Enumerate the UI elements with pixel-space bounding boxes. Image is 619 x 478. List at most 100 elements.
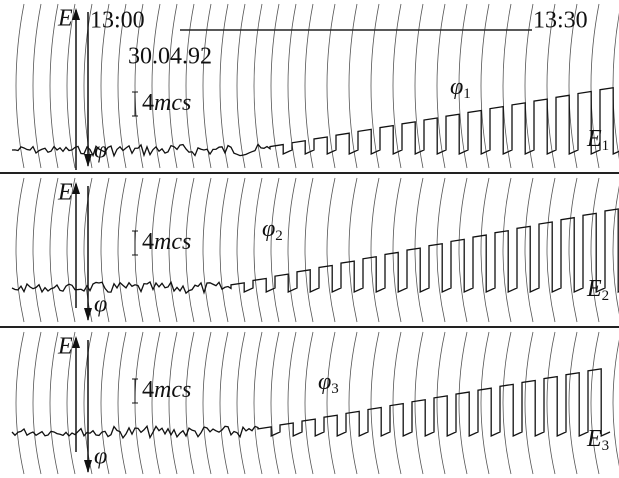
phi-axis-label: φ: [94, 138, 107, 164]
scale-unit: mcs: [154, 229, 191, 255]
grid-arc: [590, 177, 600, 323]
grid-arc: [458, 331, 468, 475]
signal-trace: [11, 368, 611, 440]
signal-symbol: E: [586, 426, 602, 452]
trace-symbol: φ: [450, 74, 463, 100]
grid-arc: [348, 331, 358, 475]
trace-label: φ2: [262, 216, 283, 245]
e-arrow: [72, 336, 80, 348]
grid-arc: [568, 331, 578, 475]
grid-arc: [502, 331, 512, 475]
grid-arc: [436, 331, 446, 475]
grid-arc: [168, 3, 178, 169]
signal-subscript: 3: [602, 438, 610, 454]
grid-arc: [524, 331, 534, 475]
grid-arc: [117, 3, 127, 169]
grid-arc: [32, 177, 42, 323]
trace-symbol: φ: [318, 369, 331, 395]
grid-arc: [151, 331, 161, 475]
signal-subscript: 1: [602, 138, 610, 154]
grid-arc: [49, 177, 59, 323]
grid-arc: [546, 177, 556, 323]
grid-arc: [568, 177, 578, 323]
grid-arc: [612, 12, 619, 160]
signal-trace: [11, 86, 619, 158]
grid-arc: [100, 331, 110, 475]
grid-arc: [270, 331, 280, 475]
grid-arc: [326, 3, 336, 169]
grid-arc: [270, 3, 280, 169]
date: 30.04.92: [128, 44, 212, 70]
grid-arc: [117, 331, 127, 475]
grid-arc: [348, 3, 358, 169]
scale-bar: [132, 378, 138, 404]
time-end: 13:30: [533, 8, 588, 34]
phi-axis-label: φ: [94, 292, 107, 318]
trace-subscript: 3: [331, 381, 339, 397]
grid-arc: [219, 177, 229, 323]
grid-arc: [66, 3, 76, 169]
grid-arc: [236, 331, 246, 475]
signal-symbol: E: [586, 276, 602, 302]
trace-subscript: 2: [275, 228, 283, 244]
signal-label: E2: [586, 276, 609, 305]
phi-arrow: [84, 308, 92, 321]
grid-arc: [612, 185, 619, 315]
grid-arc: [458, 177, 468, 323]
grid-arc: [458, 3, 468, 169]
e-axis-label: E: [57, 6, 73, 32]
scale-number: 4: [142, 90, 154, 116]
grid-arc: [480, 3, 490, 169]
grid-arc: [253, 331, 263, 475]
e-arrow: [72, 182, 80, 194]
scale-unit: mcs: [154, 90, 191, 116]
grid-arc: [590, 3, 600, 169]
grid-arc: [392, 331, 402, 475]
grid-arc: [15, 3, 25, 169]
grid-arc: [370, 3, 380, 169]
grid-arc: [49, 3, 59, 169]
grid-arc: [348, 177, 358, 323]
grid-arc: [15, 177, 25, 323]
phi-arrow: [84, 460, 92, 473]
grid-arc: [502, 177, 512, 323]
grid-arc: [83, 331, 93, 475]
phi-axis-label: φ: [94, 444, 107, 470]
grid-arc: [202, 3, 212, 169]
grid-arc: [480, 331, 490, 475]
grid-arc: [253, 177, 263, 323]
signal-label: E3: [586, 426, 609, 455]
grid-arc: [590, 331, 600, 475]
grid-arc: [392, 177, 402, 323]
trace-label: φ1: [450, 74, 471, 103]
grid-arc: [304, 177, 314, 323]
grid-arc: [49, 331, 59, 475]
grid-arc: [414, 331, 424, 475]
grid-arc: [236, 3, 246, 169]
e-arrow: [72, 8, 80, 20]
e-axis-label: E: [57, 334, 73, 360]
e-axis-label: E: [57, 180, 73, 206]
grid-arc: [502, 3, 512, 169]
grid-arc: [304, 3, 314, 169]
grid-arc: [168, 331, 178, 475]
scale-label: 4mcs: [142, 229, 191, 255]
decor: [0, 3, 619, 475]
grid-arc: [436, 177, 446, 323]
phi-arrow: [84, 154, 92, 167]
grid-arc: [168, 177, 178, 323]
grid-arc: [202, 331, 212, 475]
grid-arc: [32, 331, 42, 475]
scale-bar: [132, 230, 138, 256]
scale-unit: mcs: [154, 377, 191, 403]
signal-symbol: E: [586, 126, 602, 152]
grid-arc: [100, 177, 110, 323]
grid-arc: [151, 177, 161, 323]
grid-arc: [414, 177, 424, 323]
grid-arc: [414, 3, 424, 169]
grid-arc: [253, 3, 263, 169]
trace-subscript: 1: [463, 86, 471, 102]
